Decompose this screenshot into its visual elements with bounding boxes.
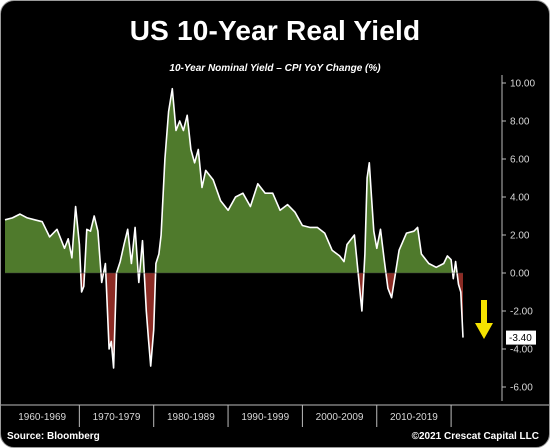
- positive-area: [5, 206, 81, 273]
- negative-area: [385, 273, 396, 298]
- y-tick-label: 0.00: [510, 269, 530, 280]
- source-label: Source: Bloomberg: [7, 431, 100, 442]
- y-tick-label: -4.00: [510, 345, 533, 356]
- series-line-layer: [4, 87, 464, 369]
- down-arrow-icon: [475, 323, 493, 339]
- x-axis: 1960-1969 1970-1979 1980-1989 1990-1999 2000…: [1, 404, 549, 427]
- x-tick-label: 2000-2009: [316, 412, 364, 423]
- y-axis: 10.00 8.00 6.00 4.00 2.00 0.00 -2.00 -4.00 -6.00: [501, 75, 535, 401]
- y-tick-label: 10.00: [510, 79, 535, 90]
- chart-subtitle: 10-Year Nominal Yield – CPI YoY Change (…: [169, 63, 381, 74]
- y-tick-label: -6.00: [510, 383, 533, 394]
- last-value-label: -3.40: [509, 333, 532, 344]
- positive-area: [155, 88, 359, 273]
- negative-area: [144, 273, 156, 367]
- positive-area: [395, 227, 453, 273]
- x-tick-label: 1970-1979: [93, 412, 141, 423]
- y-tick-label: 4.00: [510, 193, 530, 204]
- down-arrow-shaft: [481, 300, 487, 324]
- y-tick-label: -2.00: [510, 307, 533, 318]
- y-tick-label: 8.00: [510, 117, 530, 128]
- copyright-label: ©2021 Crescat Capital LLC: [411, 431, 539, 442]
- x-tick-label: 1960-1969: [18, 412, 66, 423]
- annotations: -3.40: [475, 300, 536, 345]
- chart-title: US 10-Year Real Yield: [129, 15, 421, 46]
- real-yield-line: [4, 87, 464, 369]
- x-tick-label: 1990-1999: [241, 412, 289, 423]
- negative-area: [457, 273, 463, 338]
- last-value-box: [506, 330, 536, 345]
- x-tick-label: 1980-1989: [167, 412, 215, 423]
- positive-area: [363, 162, 386, 273]
- x-tick-label: 2010-2019: [390, 412, 438, 423]
- positive-area: [116, 227, 139, 273]
- y-tick-label: 2.00: [510, 231, 530, 242]
- y-tick-label: 6.00: [510, 155, 530, 166]
